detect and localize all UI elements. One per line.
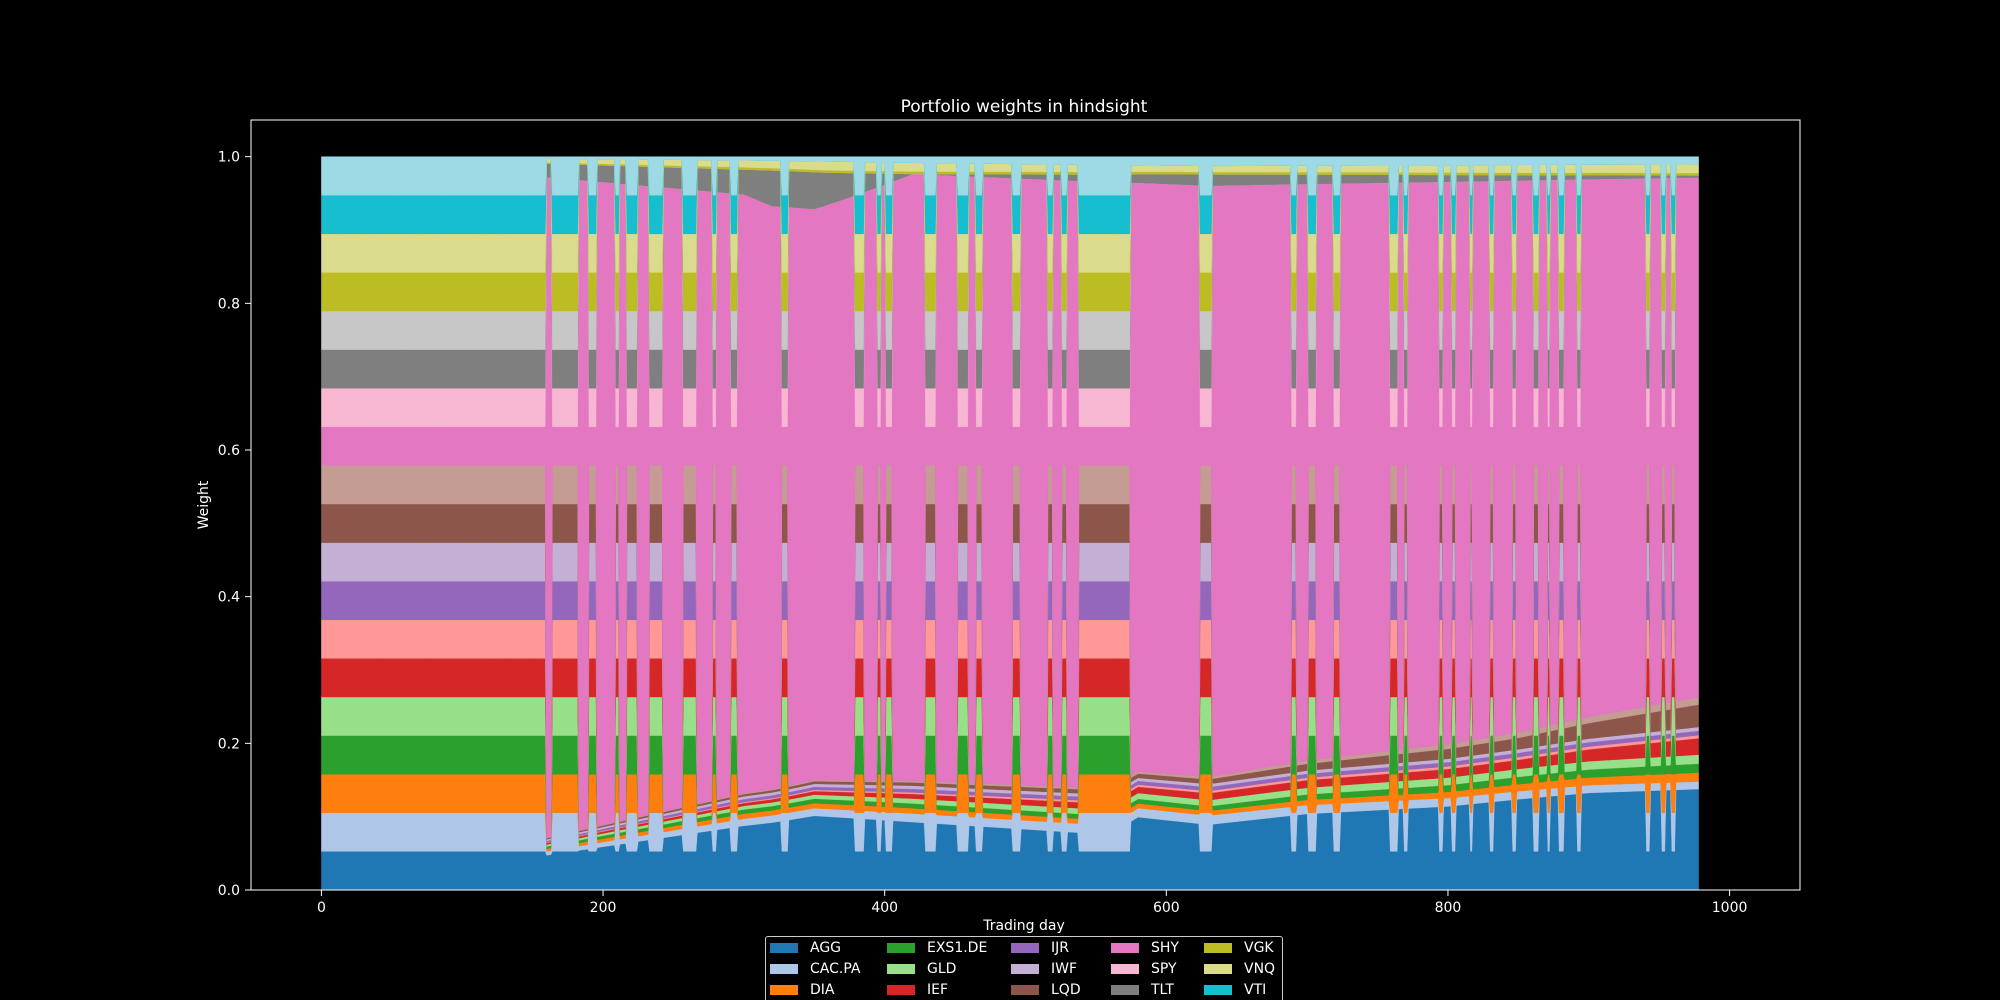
legend-item-tlt: TLT [1111, 981, 1174, 999]
legend-swatch [887, 985, 915, 995]
legend-label: GLD [927, 961, 957, 977]
legend-label: AGG [810, 940, 842, 956]
legend-item-ief: IEF [887, 981, 948, 999]
legend-item-vnq: VNQ [1204, 960, 1275, 978]
legend-label: LQD [1051, 982, 1081, 998]
legend-item-exs1-de: EXS1.DE [887, 939, 987, 957]
legend-label: CAC.PA [810, 961, 861, 977]
legend-label: TLT [1151, 982, 1174, 998]
x-tick-label: 400 [871, 900, 898, 916]
legend-swatch [1111, 985, 1139, 995]
legend-swatch [770, 985, 798, 995]
legend-label: SPY [1151, 961, 1177, 977]
legend-item-iwf: IWF [1011, 960, 1077, 978]
legend-item-spy: SPY [1111, 960, 1177, 978]
chart-title: Portfolio weights in hindsight [901, 97, 1148, 117]
legend-item-gld: GLD [887, 960, 956, 978]
x-axis-label: Trading day [982, 918, 1065, 934]
plot-frame [250, 119, 1801, 891]
x-tick-label: 200 [590, 900, 617, 916]
y-axis-label: Weight [196, 480, 212, 529]
legend-label: VGK [1244, 940, 1274, 956]
y-tick-label: 0.8 [218, 296, 240, 312]
x-tick-label: 0 [317, 900, 326, 916]
legend-swatch [887, 943, 915, 953]
legend-item-vgk: VGK [1204, 939, 1274, 957]
axes: 0 200 400 600 800 1000 0.0 0.2 0.4 0.6 0.8 1.0 [218, 150, 1748, 916]
legend-label: VTI [1244, 982, 1267, 998]
x-tick-label: 800 [1435, 900, 1462, 916]
legend-item-lqd: LQD [1011, 981, 1081, 999]
legend-swatch [1011, 985, 1039, 995]
legend-label: DIA [810, 982, 835, 998]
legend-label: EXS1.DE [927, 940, 988, 956]
legend-swatch [1011, 943, 1039, 953]
legend-swatch [1011, 964, 1039, 974]
legend-swatch [1111, 964, 1139, 974]
legend-swatch [1204, 964, 1232, 974]
x-tick-label: 600 [1153, 900, 1180, 916]
plot-area [321, 156, 1699, 891]
area-band-vti-18 [321, 156, 1699, 196]
chart-legend: AGG CAC.PA DIA EXS1.DE GLD IEF IJR IWF LQD SHY SPY… [765, 936, 1283, 1000]
legend-swatch [1204, 943, 1232, 953]
x-tick-label: 1000 [1712, 900, 1748, 916]
legend-swatch [770, 943, 798, 953]
legend-label: IJR [1051, 940, 1069, 956]
y-tick-label: 0.2 [218, 736, 240, 752]
y-tick-label: 0.6 [218, 443, 240, 459]
y-tick-label: 1.0 [218, 150, 240, 166]
legend-swatch [1111, 943, 1139, 953]
legend-item-vti: VTI [1204, 981, 1266, 999]
legend-item-agg: AGG [770, 939, 841, 957]
legend-item-cac-pa: CAC.PA [770, 960, 860, 978]
legend-label: VNQ [1244, 961, 1276, 977]
y-tick-label: 0.0 [218, 883, 240, 899]
legend-label: IEF [927, 982, 949, 998]
y-tick-label: 0.4 [218, 590, 240, 606]
legend-label: IWF [1051, 961, 1078, 977]
legend-swatch [770, 964, 798, 974]
legend-item-dia: DIA [770, 981, 835, 999]
legend-swatch [1204, 985, 1232, 995]
legend-item-shy: SHY [1111, 939, 1179, 957]
legend-swatch [887, 964, 915, 974]
legend-label: SHY [1151, 940, 1179, 956]
legend-item-ijr: IJR [1011, 939, 1069, 957]
